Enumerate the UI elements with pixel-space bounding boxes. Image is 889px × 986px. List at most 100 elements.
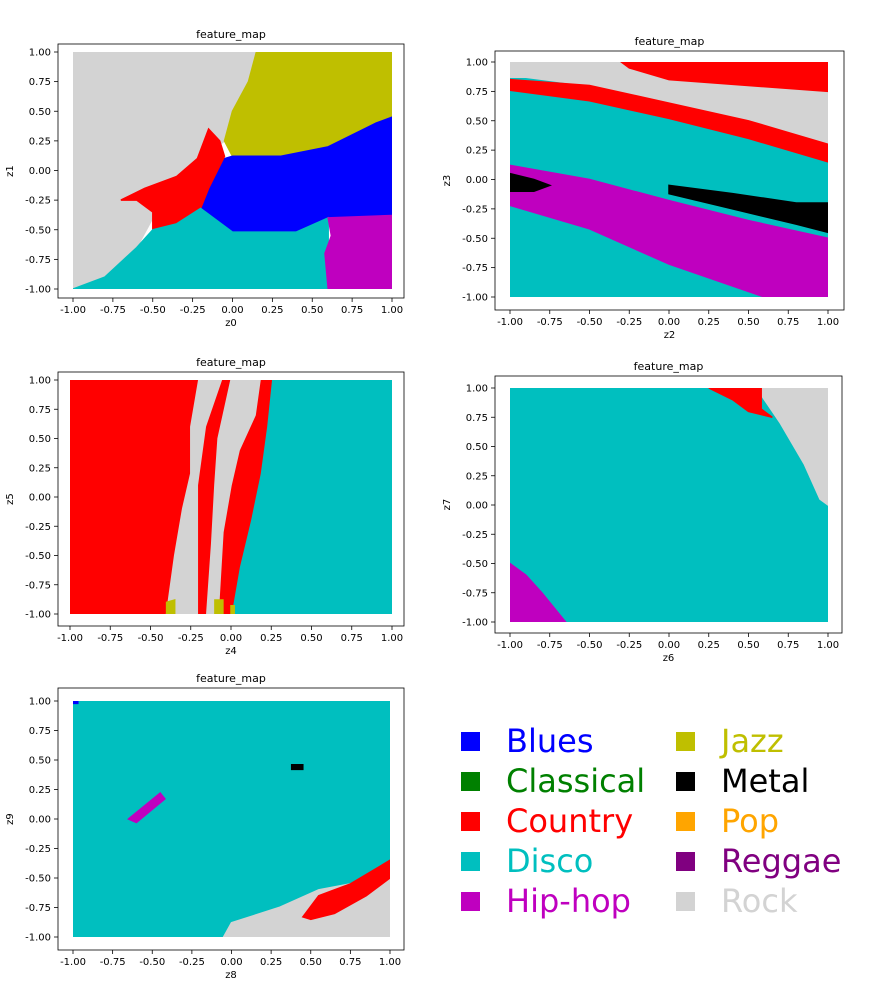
x-axis-label: z4: [225, 646, 237, 657]
chart-title: feature_map: [196, 356, 266, 369]
x-tick-label: 1.00: [381, 305, 403, 316]
y-tick-label: -0.25: [25, 196, 51, 207]
chart-title: feature_map: [634, 360, 704, 373]
region-jazz: [230, 605, 235, 614]
y-tick-label: -0.75: [25, 255, 51, 266]
region-hip-hop: [127, 791, 166, 824]
x-tick-label: 0.25: [698, 640, 720, 651]
y-tick-label: -0.50: [25, 551, 51, 562]
x-tick-label: -0.75: [100, 957, 126, 968]
x-tick-label: -1.00: [60, 305, 86, 316]
x-tick-label: 0.00: [658, 640, 680, 651]
x-tick-label: -0.50: [577, 640, 603, 651]
y-tick-label: 0.50: [29, 756, 51, 767]
region-hip-hop: [324, 214, 392, 289]
y-tick-label: -0.25: [25, 844, 51, 855]
x-tick-label: -0.25: [616, 317, 642, 328]
x-tick-label: 0.50: [737, 640, 759, 651]
x-tick-label: -0.25: [178, 633, 204, 644]
region-country: [225, 380, 273, 614]
y-tick-label: -1.00: [462, 618, 488, 629]
chart-panel: -1.00 -0.75 -0.50 -0.25 0.00 0.25 0.50 0.75 1.00…: [5, 28, 405, 329]
y-tick-label: 0.75: [29, 726, 51, 737]
x-tick-label: 0.00: [220, 633, 242, 644]
x-tick-label: 0.50: [300, 957, 322, 968]
region-country: [708, 388, 773, 419]
y-tick-label: 0.50: [466, 116, 488, 127]
x-tick-label: 0.00: [221, 305, 243, 316]
x-tick-label: 0.25: [698, 317, 720, 328]
chart-title: feature_map: [635, 35, 705, 48]
y-tick-label: -1.00: [462, 293, 488, 304]
region-disco: [73, 207, 329, 289]
y-tick-label: 1.00: [29, 376, 51, 387]
region-disco: [73, 701, 390, 937]
y-tick-label: -0.75: [25, 903, 51, 914]
y-tick-label: 0.25: [466, 471, 488, 482]
x-tick-label: 0.00: [658, 317, 680, 328]
region-layer: [73, 52, 392, 289]
y-tick-label: -1.00: [25, 933, 51, 944]
y-axis-label: z7: [442, 499, 453, 511]
chart-panel: -1.00 -0.75 -0.50 -0.25 0.00 0.25 0.50 0.75 1.00…: [5, 356, 405, 657]
x-axis-label: z2: [664, 330, 676, 341]
y-tick-label: 0.25: [466, 146, 488, 157]
x-tick-label: 0.25: [260, 957, 282, 968]
y-tick-label: 0.00: [29, 815, 51, 826]
axes-frame: [494, 50, 845, 311]
x-tick-label: 0.50: [301, 305, 323, 316]
x-tick-label: 1.00: [381, 633, 403, 644]
region-rock: [206, 380, 261, 614]
y-tick-label: -1.00: [25, 610, 51, 621]
x-tick-label: -1.00: [497, 317, 523, 328]
x-tick-label: -0.50: [140, 305, 166, 316]
x-axis-label: z8: [225, 970, 237, 981]
axes-frame: [57, 43, 405, 299]
y-tick-label: 0.00: [466, 175, 488, 186]
region-country: [301, 859, 390, 921]
axes-frame: [494, 375, 843, 634]
y-tick-label: 0.00: [466, 501, 488, 512]
region-blues: [73, 701, 79, 705]
x-tick-label: 0.25: [260, 633, 282, 644]
x-tick-label: -1.00: [497, 640, 523, 651]
x-tick-label: 1.00: [817, 317, 839, 328]
chart-title: feature_map: [196, 28, 266, 41]
x-tick-label: -0.50: [577, 317, 603, 328]
region-metal: [510, 172, 552, 193]
x-tick-label: 0.25: [261, 305, 283, 316]
x-tick-label: -0.75: [100, 305, 126, 316]
x-tick-label: 1.00: [379, 957, 401, 968]
region-country: [620, 62, 828, 93]
chart-panel: -1.00 -0.75 -0.50 -0.25 0.00 0.25 0.50 0.75 1.00…: [5, 672, 405, 981]
region-disco: [510, 388, 828, 622]
region-hip-hop: [510, 164, 828, 297]
x-axis-label: z0: [225, 318, 237, 329]
y-tick-label: 0.00: [29, 166, 51, 177]
x-tick-label: -0.75: [537, 640, 563, 651]
y-tick-label: -0.50: [462, 559, 488, 570]
y-tick-label: 1.00: [466, 384, 488, 395]
y-tick-label: -1.00: [25, 285, 51, 296]
region-country: [120, 127, 226, 231]
region-metal: [290, 763, 304, 771]
x-tick-label: 0.50: [737, 317, 759, 328]
y-tick-label: 0.25: [29, 463, 51, 474]
region-layer: [510, 388, 828, 622]
y-tick-label: -0.75: [25, 580, 51, 591]
x-tick-label: 0.75: [777, 640, 799, 651]
x-tick-label: -0.75: [537, 317, 563, 328]
x-axis-label: z6: [663, 653, 675, 664]
x-tick-label: -1.00: [57, 633, 83, 644]
y-tick-label: 0.75: [466, 87, 488, 98]
chart-title: feature_map: [196, 672, 266, 685]
x-tick-label: 0.75: [777, 317, 799, 328]
y-tick-label: -0.75: [462, 263, 488, 274]
x-tick-label: 0.00: [220, 957, 242, 968]
x-tick-label: 1.00: [817, 640, 839, 651]
region-layer: [70, 380, 392, 614]
y-tick-label: 0.75: [466, 413, 488, 424]
y-tick-label: -0.50: [462, 234, 488, 245]
y-axis-label: z5: [5, 493, 16, 505]
